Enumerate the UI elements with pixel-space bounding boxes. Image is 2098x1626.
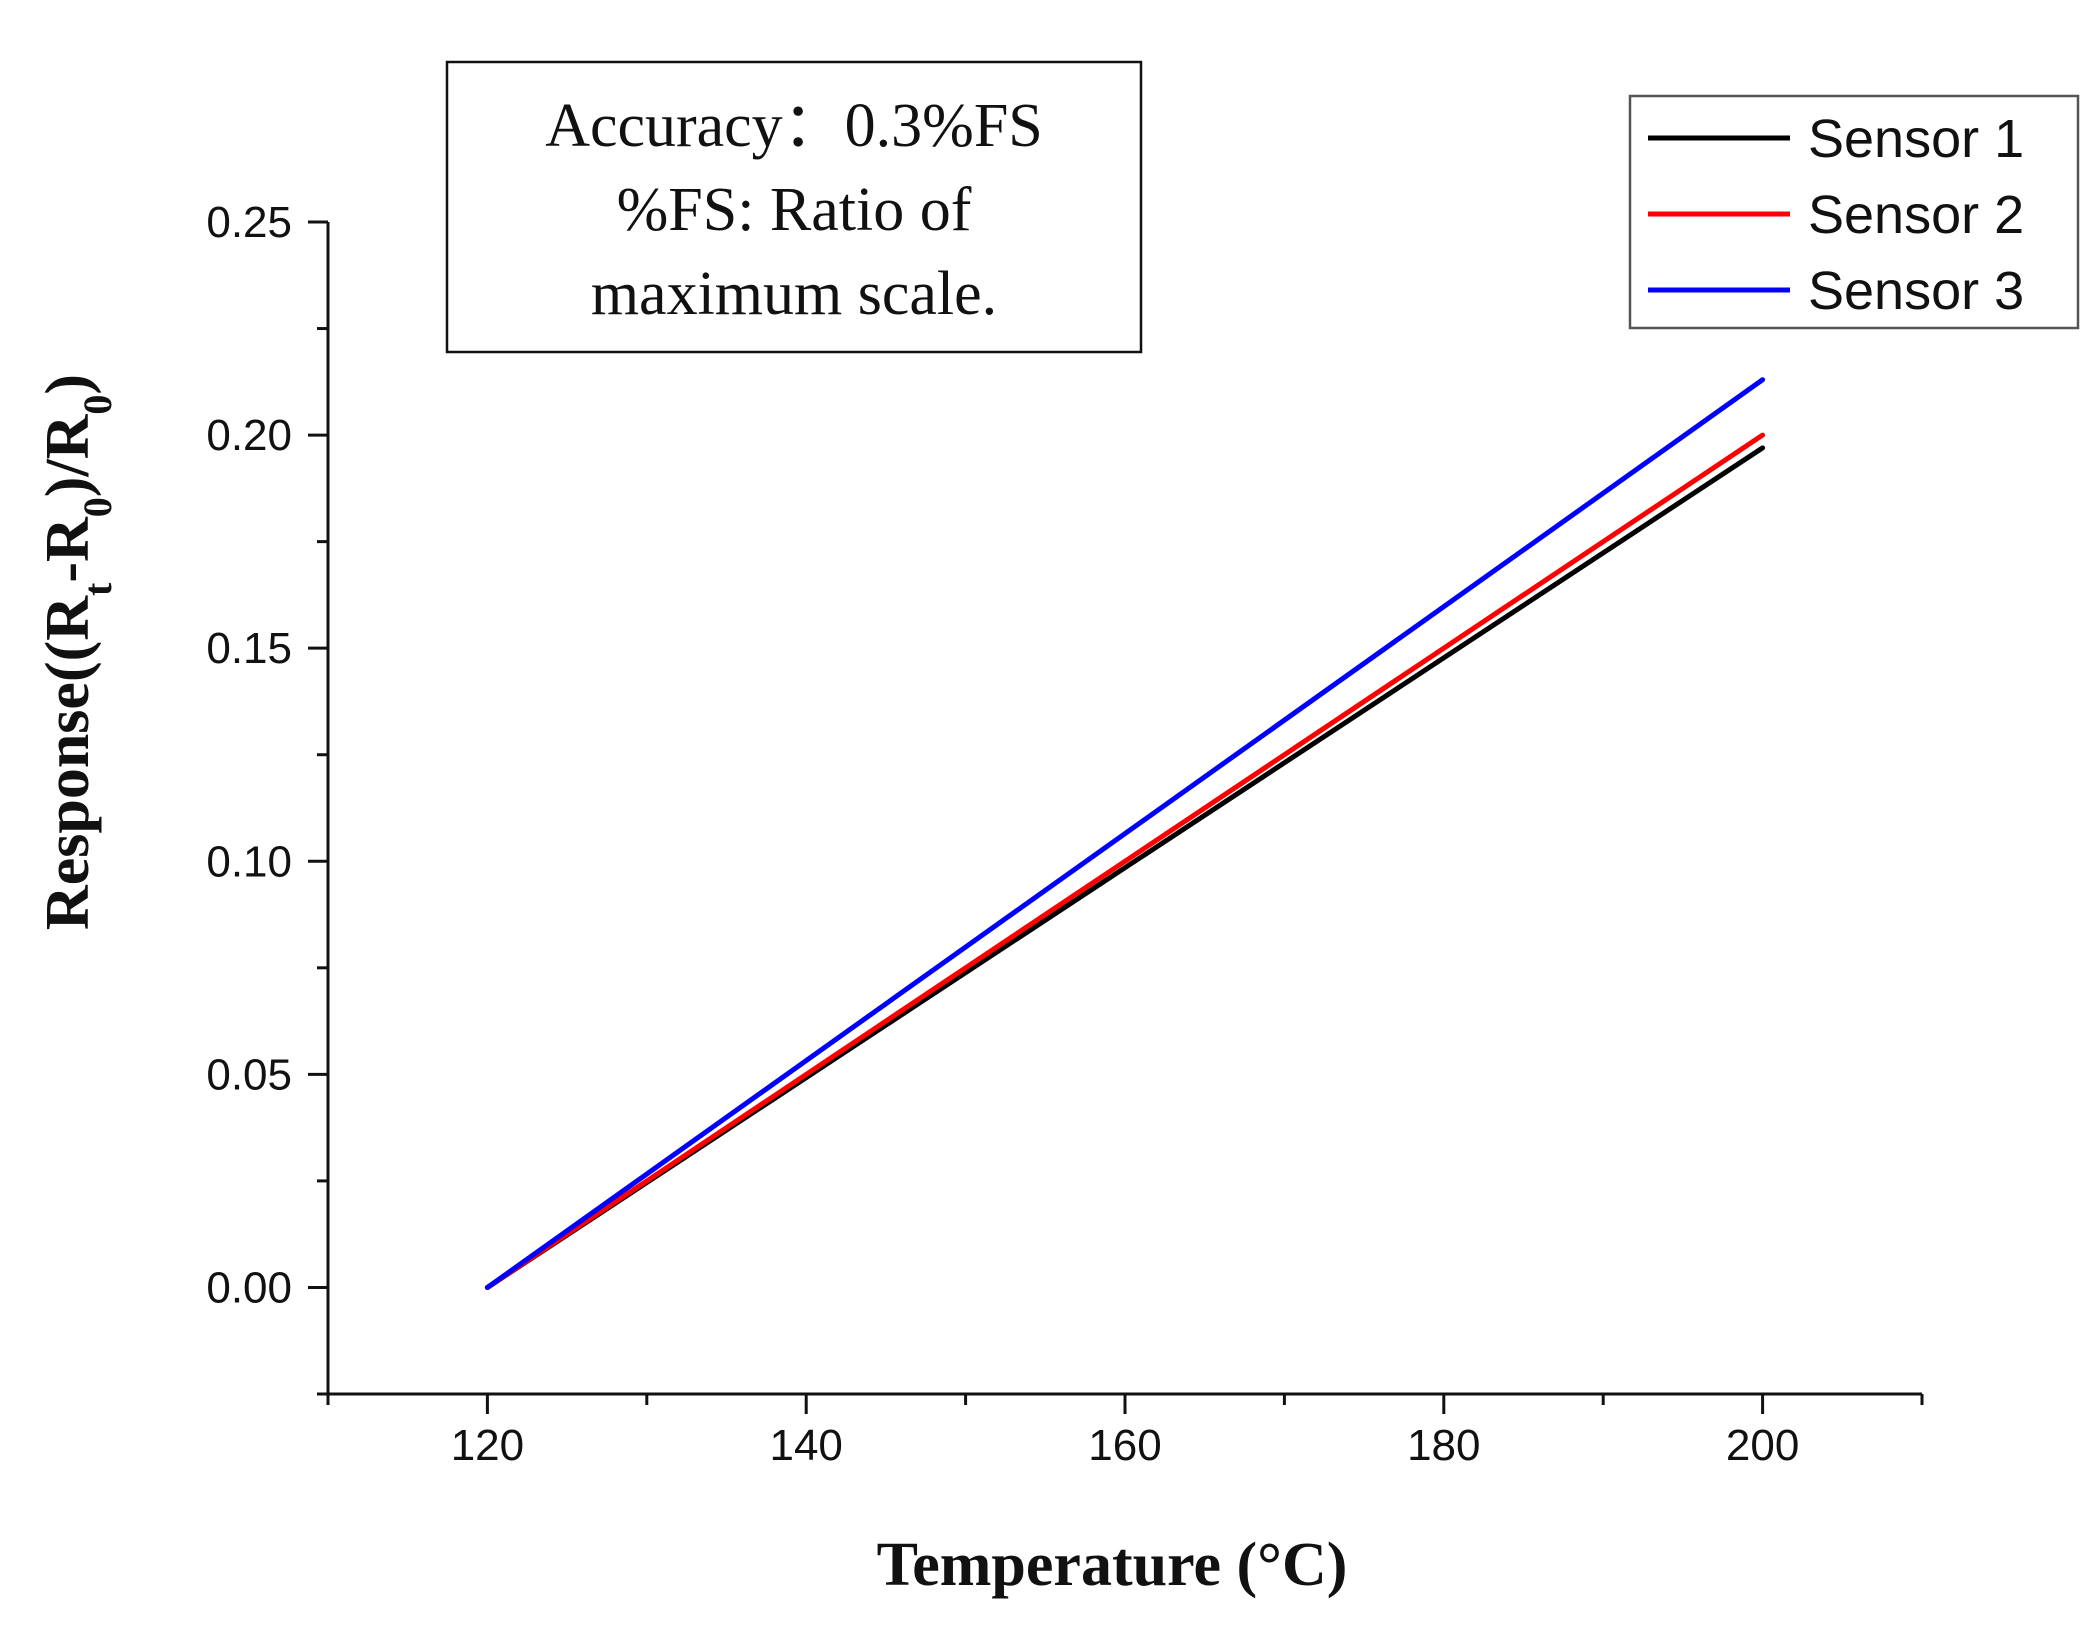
x-tick-label: 200 [1726, 1421, 1799, 1470]
x-axis: 120 140 160 180 200 [326, 1392, 1924, 1470]
y-tick-label: 0.25 [206, 198, 292, 247]
series-line-sensor-2 [484, 432, 1766, 1290]
legend-label-sensor-3: Sensor 3 [1808, 261, 2024, 321]
legend: Sensor 1 Sensor 2 Sensor 3 [1628, 94, 2080, 330]
y-tick-label: 0.05 [206, 1050, 292, 1099]
annotation-box: Accuracy：0.3%FS %FS: Ratio of maximum sc… [445, 60, 1143, 354]
series-line-sensor-3 [484, 377, 1766, 1290]
annotation-line-1: Accuracy：0.3%FS [545, 92, 1043, 160]
annotation-line-2: %FS: Ratio of [617, 176, 972, 244]
x-tick-label: 120 [451, 1421, 524, 1470]
legend-label-sensor-2: Sensor 2 [1808, 185, 2024, 245]
y-tick-label: 0.20 [206, 411, 292, 460]
series-lines [484, 377, 1766, 1290]
y-axis: 0.00 0.05 0.10 0.15 0.20 0.25 [206, 198, 330, 1396]
x-axis-title: Temperature (°C) [877, 1531, 1348, 1599]
x-tick-label: 160 [1088, 1421, 1161, 1470]
y-tick-label: 0.00 [206, 1263, 292, 1312]
annotation-frame [445, 60, 1143, 354]
annotation-line-3: maximum scale. [591, 260, 997, 328]
x-tick-label: 140 [769, 1421, 842, 1470]
y-tick-label: 0.15 [206, 624, 292, 673]
legend-label-sensor-1: Sensor 1 [1808, 109, 2024, 169]
y-axis-title: Response((Rt-R0)/R0) [34, 374, 120, 930]
y-tick-label: 0.10 [206, 837, 292, 886]
x-tick-label: 180 [1407, 1421, 1480, 1470]
